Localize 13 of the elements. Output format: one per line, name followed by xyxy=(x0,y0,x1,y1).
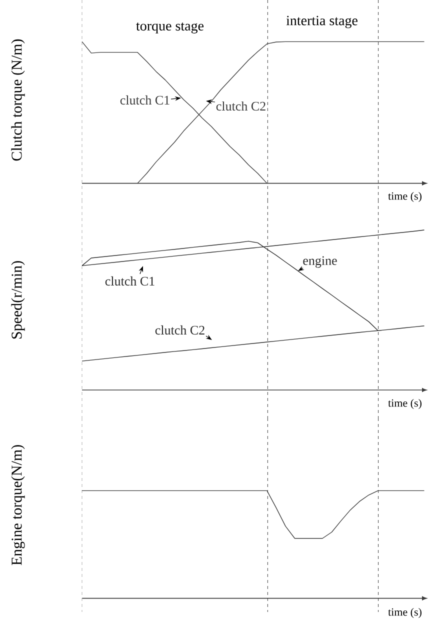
series-label: clutch C2 xyxy=(155,325,204,335)
y-axis-title: Speed(r/min) xyxy=(11,261,25,339)
text: intertia stage xyxy=(286,16,358,28)
y-axis-title: Engine torque(N/m) xyxy=(11,445,25,566)
y-axis-title: Clutch torque (N/m) xyxy=(11,39,25,161)
x-axis-title: time (s) xyxy=(388,608,422,618)
series-label: engine xyxy=(303,256,337,268)
x-axis-title: time (s) xyxy=(388,399,422,409)
series-label: clutch C1 xyxy=(105,276,154,286)
x-axis-title: time (s) xyxy=(388,192,422,202)
series-label: clutch C2 xyxy=(216,101,266,111)
series-label: clutch C1 xyxy=(120,95,170,105)
text: torque stage xyxy=(136,22,204,34)
